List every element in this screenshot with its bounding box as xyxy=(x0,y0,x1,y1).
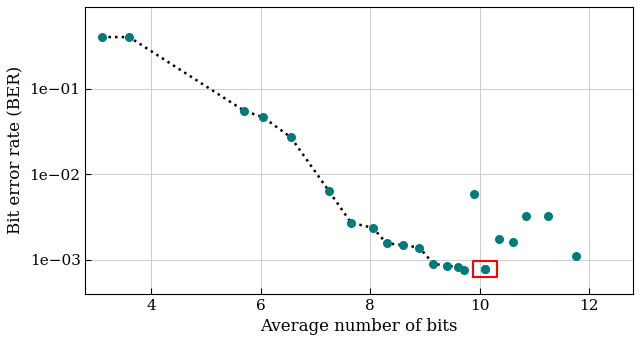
X-axis label: Average number of bits: Average number of bits xyxy=(260,318,458,335)
Y-axis label: Bit error rate (BER): Bit error rate (BER) xyxy=(7,66,24,234)
